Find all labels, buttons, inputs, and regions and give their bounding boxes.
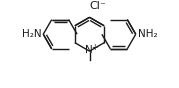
Text: Cl⁻: Cl⁻ — [89, 1, 106, 11]
Text: N: N — [85, 45, 92, 55]
Text: +: + — [91, 43, 98, 52]
Text: NH₂: NH₂ — [138, 29, 157, 39]
Text: H₂N: H₂N — [22, 29, 41, 39]
